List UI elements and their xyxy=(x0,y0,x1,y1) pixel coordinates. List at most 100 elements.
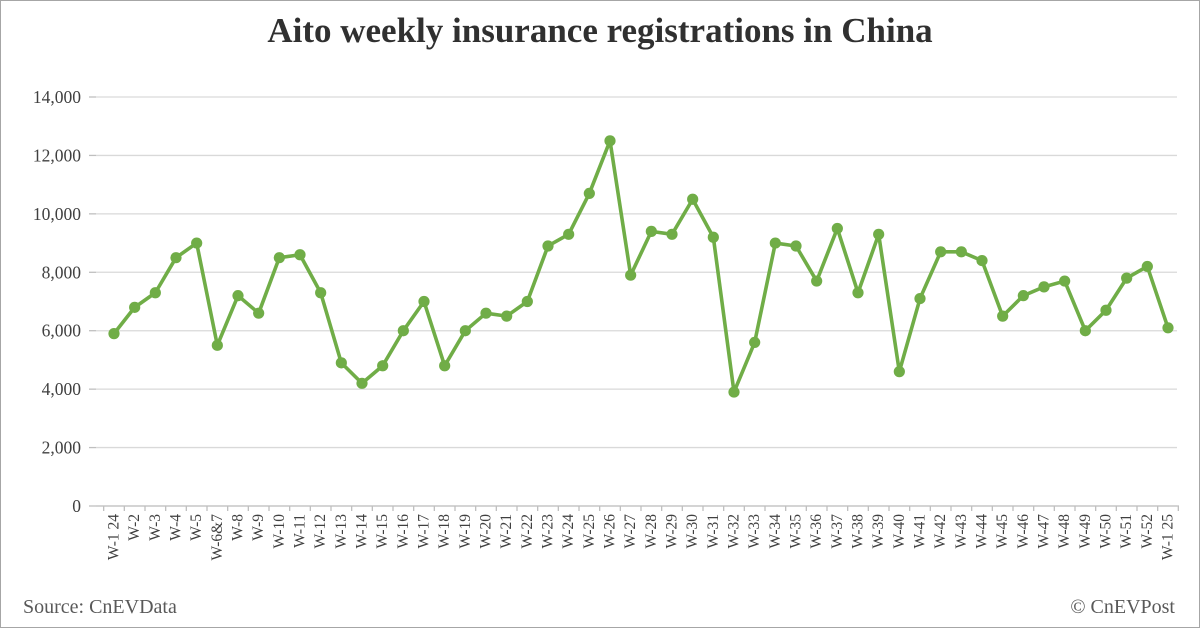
chart-title: Aito weekly insurance registrations in C… xyxy=(267,11,933,50)
data-point xyxy=(377,360,389,372)
data-point xyxy=(604,135,616,147)
data-point xyxy=(687,193,699,205)
data-point xyxy=(439,360,451,372)
x-axis-label: W-43 xyxy=(953,514,970,549)
x-axis-label: W-26 xyxy=(602,514,619,549)
x-axis-label: W-48 xyxy=(1056,514,1073,549)
x-axis-label: W-9 xyxy=(250,514,267,541)
x-axis-label: W-20 xyxy=(478,514,495,549)
data-point xyxy=(976,255,988,267)
x-axis-label: W-25 xyxy=(581,514,598,549)
data-point xyxy=(1038,281,1050,293)
data-point xyxy=(852,287,864,299)
credit-label: © CnEVPost xyxy=(1070,596,1175,618)
data-point xyxy=(935,246,947,258)
x-axis-label: W-12 xyxy=(312,514,329,548)
x-axis-label: W-28 xyxy=(643,514,660,549)
data-point xyxy=(1059,275,1071,287)
x-axis-label: W-10 xyxy=(271,514,288,549)
y-axis-label: 6,000 xyxy=(42,321,82,341)
x-axis-label: W-21 xyxy=(498,514,515,548)
y-axis-label: 2,000 xyxy=(42,438,82,458)
x-axis-label: W-42 xyxy=(932,514,949,548)
data-point xyxy=(108,328,120,340)
x-axis-label: W-19 xyxy=(457,514,474,549)
data-line xyxy=(112,139,1170,394)
data-point xyxy=(1017,290,1029,302)
x-axis-label: W-22 xyxy=(519,514,536,548)
data-point xyxy=(997,310,1009,322)
data-point xyxy=(1141,260,1153,273)
x-axis-label: W-40 xyxy=(891,514,908,549)
data-point xyxy=(645,225,657,237)
x-axis-label: W-1 24 xyxy=(106,514,123,560)
data-point xyxy=(149,287,161,299)
x-axis-label: W-18 xyxy=(436,514,453,549)
x-axis-label: W-4 xyxy=(168,514,185,541)
x-axis-label: W-36 xyxy=(808,514,825,549)
x-axis-label: W-50 xyxy=(1098,514,1115,549)
x-axis-label: W-30 xyxy=(684,514,701,549)
x-axis-label: W-37 xyxy=(829,514,846,549)
y-axis-label: 12,000 xyxy=(33,145,81,165)
data-point xyxy=(625,269,637,281)
data-point xyxy=(211,339,223,351)
y-axis-label: 0 xyxy=(72,496,81,516)
x-axis-label: W-24 xyxy=(560,514,577,549)
data-point xyxy=(501,310,513,322)
data-point xyxy=(1162,322,1174,334)
x-axis-label: W-35 xyxy=(788,514,805,549)
x-axis-label: W-1 25 xyxy=(1160,514,1177,560)
y-axis-label: 4,000 xyxy=(42,379,82,399)
y-axis-label: 10,000 xyxy=(33,204,81,224)
data-point xyxy=(728,386,740,398)
data-point xyxy=(273,252,285,264)
data-point xyxy=(335,357,347,369)
x-axis-label: W-3 xyxy=(147,514,164,541)
x-axis-label: W-5 xyxy=(188,514,205,541)
x-axis-label: W-15 xyxy=(374,514,391,549)
x-axis-label: W-16 xyxy=(395,514,412,549)
x-axis-label: W-8 xyxy=(230,514,247,541)
x-axis-label: W-11 xyxy=(292,514,309,548)
data-point xyxy=(191,237,203,249)
data-point xyxy=(1100,304,1112,316)
x-axis-label: W-13 xyxy=(333,514,350,549)
data-point xyxy=(666,228,678,240)
data-point xyxy=(583,187,595,200)
x-axis-label: W-49 xyxy=(1077,514,1094,549)
x-axis-label: W-46 xyxy=(1015,514,1032,549)
data-point xyxy=(873,228,885,240)
data-point xyxy=(170,252,182,264)
x-axis-label: W-6&7 xyxy=(209,514,226,561)
data-point xyxy=(232,290,244,302)
x-axis-label: W-52 xyxy=(1139,514,1156,548)
data-point xyxy=(397,325,409,337)
data-point xyxy=(811,275,823,287)
x-axis-label: W-34 xyxy=(767,514,784,549)
data-point xyxy=(315,287,327,299)
x-axis-label: W-32 xyxy=(726,514,743,548)
x-axis-label: W-27 xyxy=(622,514,639,549)
x-axis-label: W-23 xyxy=(540,514,557,549)
data-point xyxy=(480,307,492,319)
data-point xyxy=(769,237,781,249)
x-axis-label: W-31 xyxy=(705,514,722,548)
data-point xyxy=(914,292,926,305)
data-point xyxy=(129,301,141,313)
x-axis-label: W-47 xyxy=(1036,514,1053,549)
data-point xyxy=(1079,325,1091,337)
x-axis-label: W-51 xyxy=(1118,514,1135,548)
y-axis-label: 14,000 xyxy=(33,87,81,107)
data-point xyxy=(459,325,471,337)
x-axis-label: W-29 xyxy=(664,514,681,549)
data-point xyxy=(955,246,967,258)
data-point xyxy=(521,295,533,308)
data-point xyxy=(418,295,430,308)
data-point xyxy=(707,231,719,243)
data-point xyxy=(563,228,575,240)
x-axis-label: W-33 xyxy=(746,514,763,549)
x-axis-label: W-44 xyxy=(974,514,991,549)
